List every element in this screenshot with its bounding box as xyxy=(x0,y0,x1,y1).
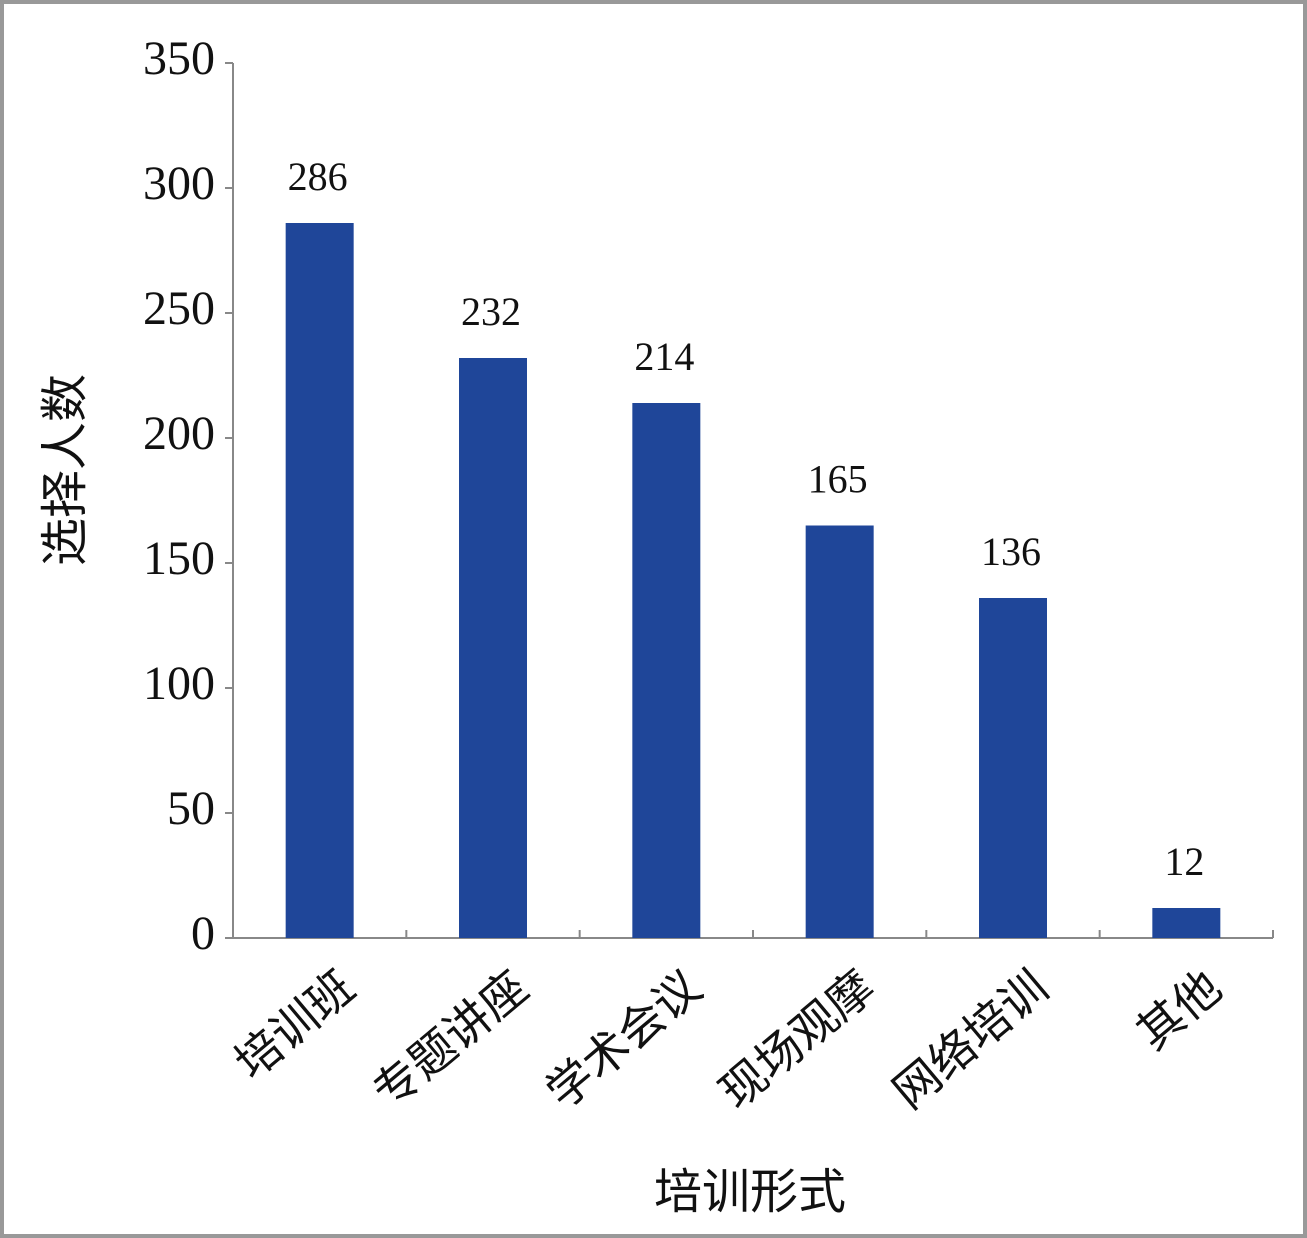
y-tick-label: 200 xyxy=(143,407,215,460)
y-tick-label: 100 xyxy=(143,657,215,710)
bar xyxy=(632,403,701,938)
bar xyxy=(805,525,874,938)
value-label: 214 xyxy=(634,334,694,379)
value-label: 286 xyxy=(288,154,348,199)
bar xyxy=(979,598,1047,938)
y-tick-label: 150 xyxy=(143,532,215,585)
bar xyxy=(459,358,527,938)
bar xyxy=(285,223,354,938)
x-axis-label: 培训形式 xyxy=(654,1164,846,1220)
y-tick-label: 0 xyxy=(191,907,215,960)
value-label: 136 xyxy=(981,529,1041,574)
y-tick-label: 300 xyxy=(143,157,215,210)
y-tick-label: 50 xyxy=(167,782,215,835)
bar xyxy=(1152,908,1221,938)
value-label: 232 xyxy=(461,289,521,334)
y-axis-label: 选择人数 xyxy=(37,374,93,566)
value-label: 12 xyxy=(1164,839,1204,884)
y-tick-label: 350 xyxy=(143,32,215,85)
value-label: 165 xyxy=(808,457,868,502)
y-tick-label: 250 xyxy=(143,282,215,335)
